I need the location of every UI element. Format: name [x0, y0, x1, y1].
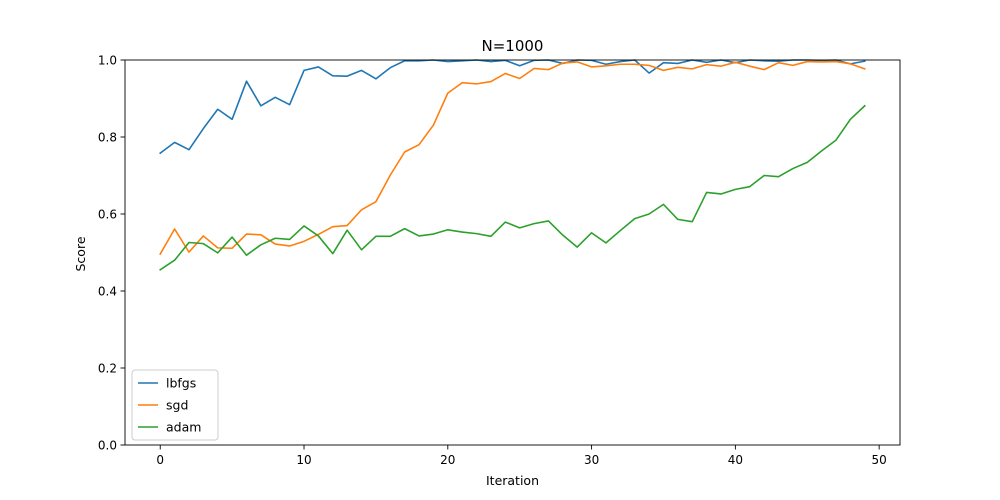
series-line-sgd — [159, 60, 866, 256]
plot-background — [125, 60, 900, 445]
legend: lbfgs sgd adam — [131, 369, 219, 441]
y-axis-label: Score — [73, 236, 88, 271]
chart-title: N=1000 — [482, 37, 544, 55]
y-tick-label: 0.2 — [98, 361, 117, 375]
x-tick-label: 10 — [296, 453, 311, 467]
legend-label-adam: adam — [166, 420, 201, 435]
plot-area — [125, 60, 900, 445]
legend-label-sgd: sgd — [166, 398, 188, 413]
axes-frame — [124, 59, 901, 446]
y-tick-label: 0.0 — [98, 438, 117, 452]
y-tick-label: 1.0 — [98, 53, 117, 67]
x-tick-label: 50 — [872, 453, 887, 467]
y-tick-label: 0.4 — [98, 284, 117, 298]
x-tick-label: 30 — [584, 453, 599, 467]
series-line-adam — [159, 104, 866, 271]
y-tick-label: 0.8 — [98, 130, 117, 144]
legend-box — [131, 369, 219, 441]
legend-label-lbfgs: lbfgs — [166, 376, 196, 391]
y-tick-label: 0.6 — [98, 207, 117, 221]
x-tick-label: 20 — [440, 453, 455, 467]
x-tick-label: 40 — [728, 453, 743, 467]
axes-layer: 0 10 20 30 40 50 0.0 0.2 0.4 0.6 0.8 1.0 — [98, 53, 901, 467]
x-axis-label: Iteration — [486, 473, 539, 488]
x-tick-label: 0 — [156, 453, 164, 467]
